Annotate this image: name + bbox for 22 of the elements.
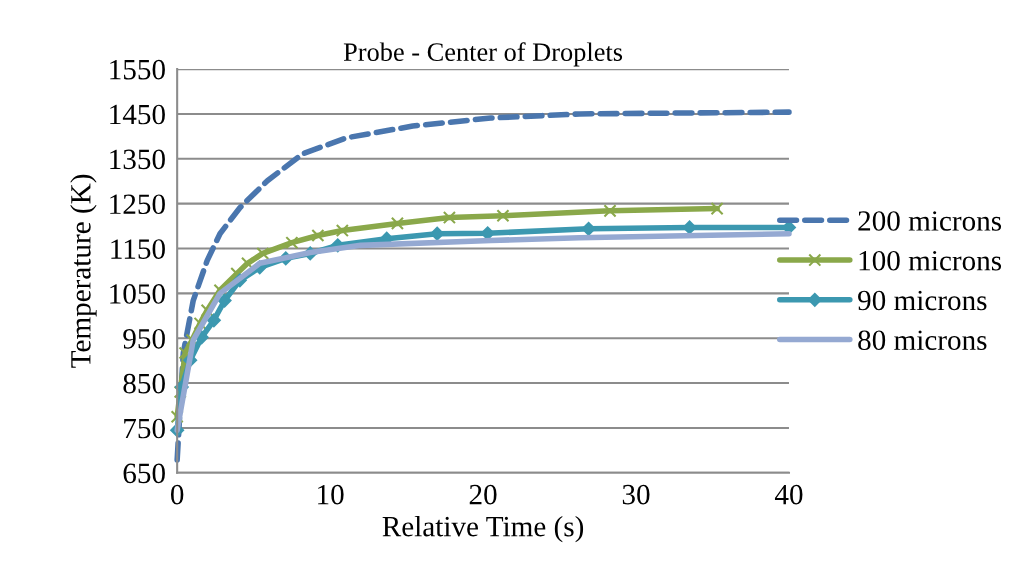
- y-tick-label: 650: [123, 463, 165, 484]
- y-tick-label: 850: [123, 373, 165, 394]
- y-tick-label: 1050: [110, 284, 165, 304]
- legend-label: 90 microns: [858, 290, 987, 311]
- y-axis-title: Temperature (K): [70, 174, 97, 368]
- x-tick-label: 10: [318, 484, 344, 505]
- y-tick-label: 950: [123, 328, 165, 349]
- y-tick-label: 1450: [110, 104, 165, 125]
- legend-label: 80 microns: [858, 330, 987, 351]
- y-tick-label: 1550: [110, 59, 165, 80]
- x-tick-label: 20: [469, 484, 497, 505]
- y-tick-label: 1150: [111, 239, 165, 259]
- y-tick-label: 1350: [110, 149, 165, 170]
- legend-label: 100 microns: [859, 250, 1002, 271]
- x-tick-label: 40: [774, 484, 803, 505]
- y-tick-label: 750: [124, 418, 165, 439]
- x-tick-label: 30: [622, 484, 650, 505]
- y-tick-label: 1250: [110, 194, 165, 215]
- chart-title: Probe - Center of Droplets: [343, 42, 623, 67]
- legend-label: 200 microns: [858, 211, 1002, 231]
- x-axis-title: Relative Time (s): [382, 515, 584, 543]
- x-tick-label: 0: [170, 484, 184, 505]
